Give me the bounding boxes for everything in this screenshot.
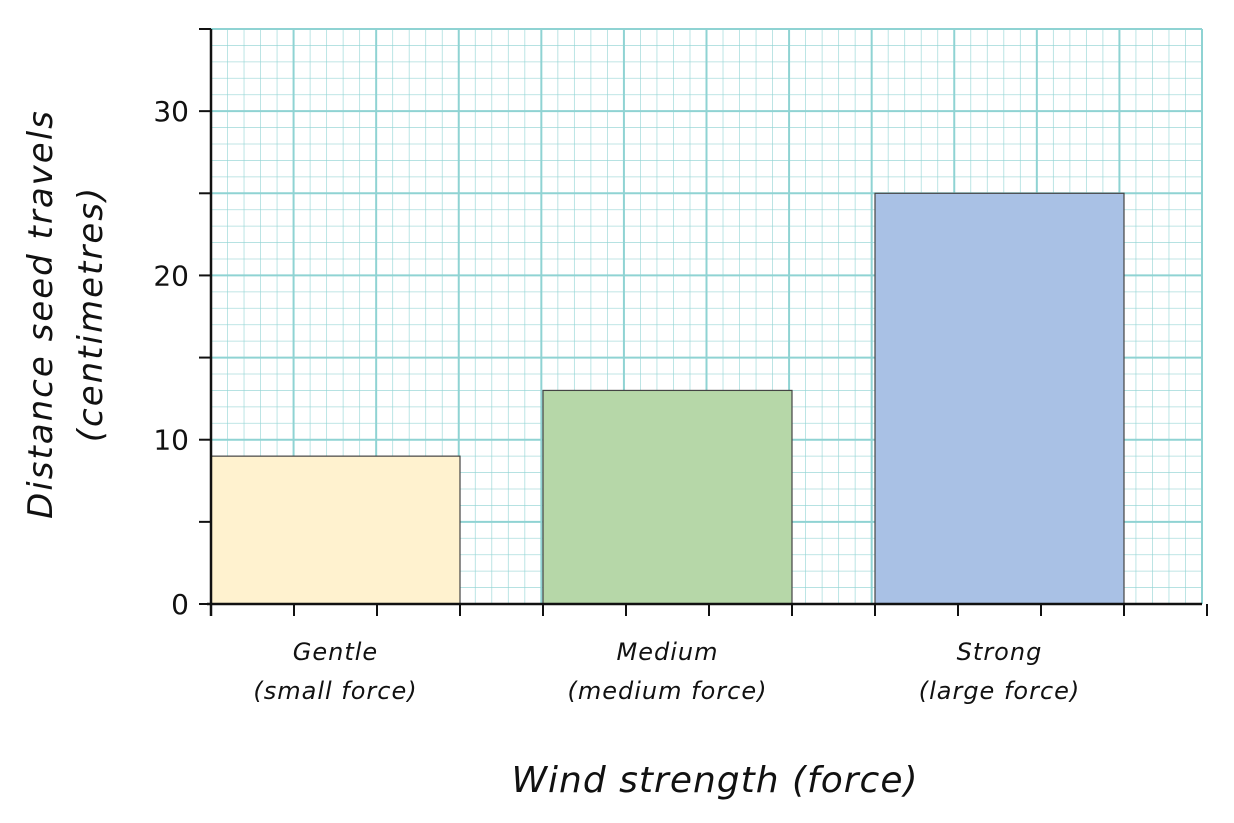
bar	[542, 389, 793, 605]
bars	[210, 192, 1125, 605]
category-sublabel: (small force)	[253, 677, 417, 705]
category-label: Medium	[617, 638, 719, 666]
category-sublabel: (large force)	[919, 677, 1081, 705]
category-label: Gentle	[293, 638, 378, 666]
y-axis-label-line1: Distance seed travels	[21, 109, 61, 519]
bar	[210, 455, 461, 605]
y-tick-label: 0	[171, 588, 189, 621]
y-tick-label: 20	[153, 259, 189, 292]
labels: Wind strength (force) Distance seed trav…	[21, 109, 1081, 801]
axes: 0 10 20 30	[153, 28, 1208, 621]
category-label: Strong	[957, 638, 1043, 666]
y-tick-label: 30	[153, 95, 189, 128]
x-axis-label: Wind strength (force)	[511, 760, 918, 801]
category-sublabel: (medium force)	[568, 677, 768, 705]
y-tick-label: 10	[153, 424, 189, 457]
y-axis-label-line2: (centimetres)	[71, 186, 111, 442]
bar	[874, 192, 1125, 605]
